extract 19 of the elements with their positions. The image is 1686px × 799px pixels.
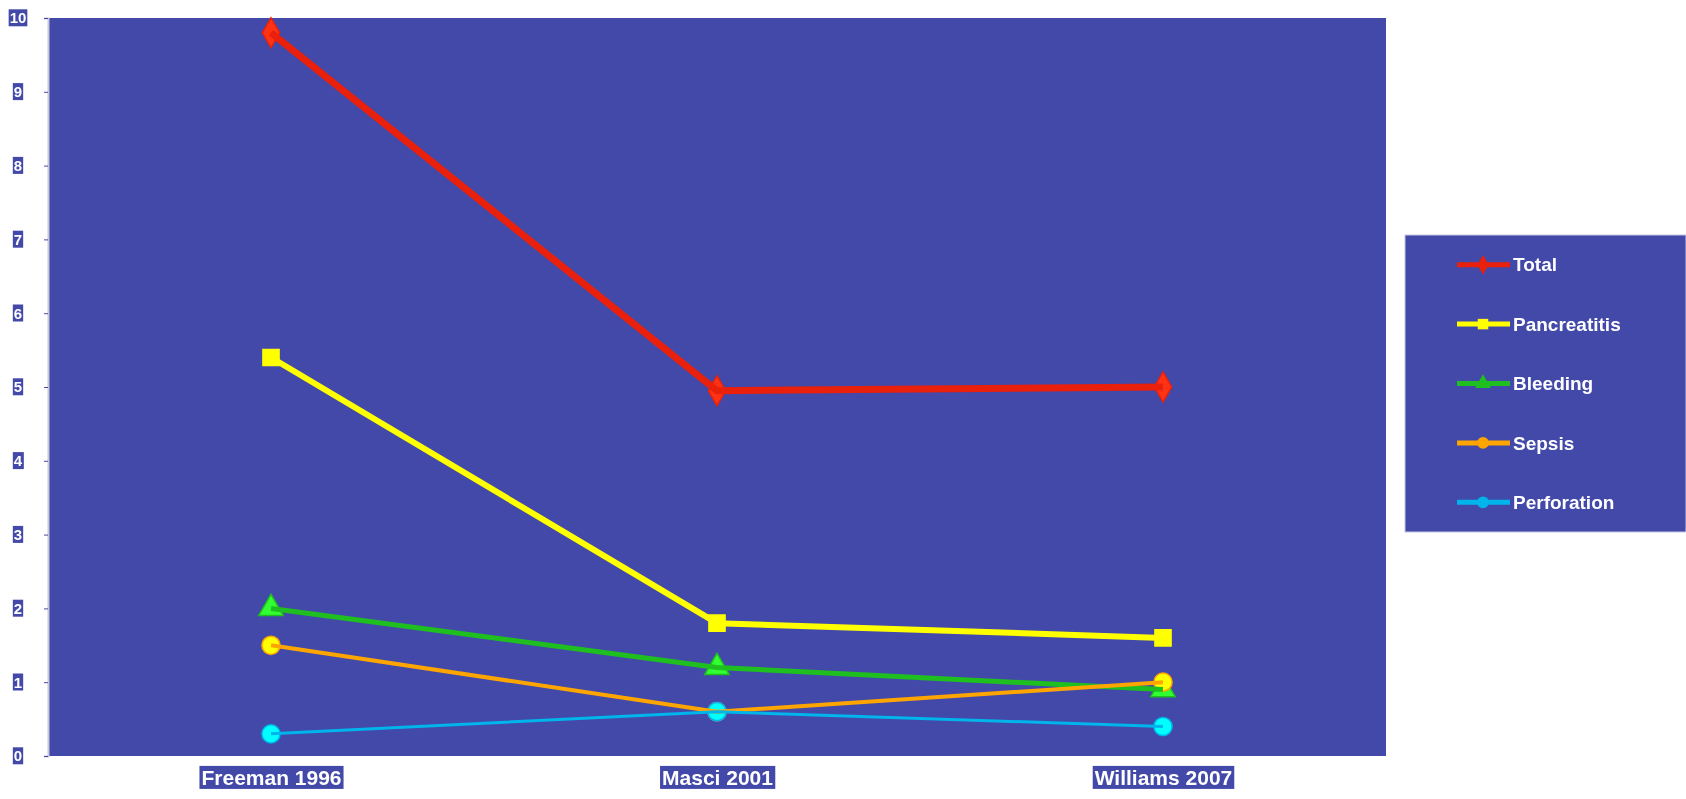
y-tick-label: 9 [13, 83, 23, 101]
x-tick-label: Masci 2001 [662, 765, 774, 789]
legend-label: Bleeding [1513, 373, 1594, 395]
y-tick-label: 7 [13, 230, 23, 248]
y-tick-label: 1 [13, 673, 23, 691]
y-tick-label: 2 [13, 599, 23, 617]
legend-label: Perforation [1513, 491, 1615, 513]
y-tick-label: 5 [13, 378, 23, 396]
legend-label: Pancreatitis [1513, 313, 1621, 335]
y-tick-label: 8 [13, 156, 23, 174]
y-tick-label: 6 [13, 304, 23, 322]
y-tick-label: 0 [13, 747, 23, 765]
legend-label: Total [1513, 254, 1557, 276]
y-tick-label: 4 [13, 452, 23, 470]
y-tick-label: 3 [13, 525, 23, 543]
x-tick-label: Freeman 1996 [201, 765, 342, 789]
x-tick-label: Williams 2007 [1094, 765, 1233, 789]
legend-label: Sepsis [1513, 432, 1575, 454]
y-tick-label: 10 [9, 9, 27, 27]
